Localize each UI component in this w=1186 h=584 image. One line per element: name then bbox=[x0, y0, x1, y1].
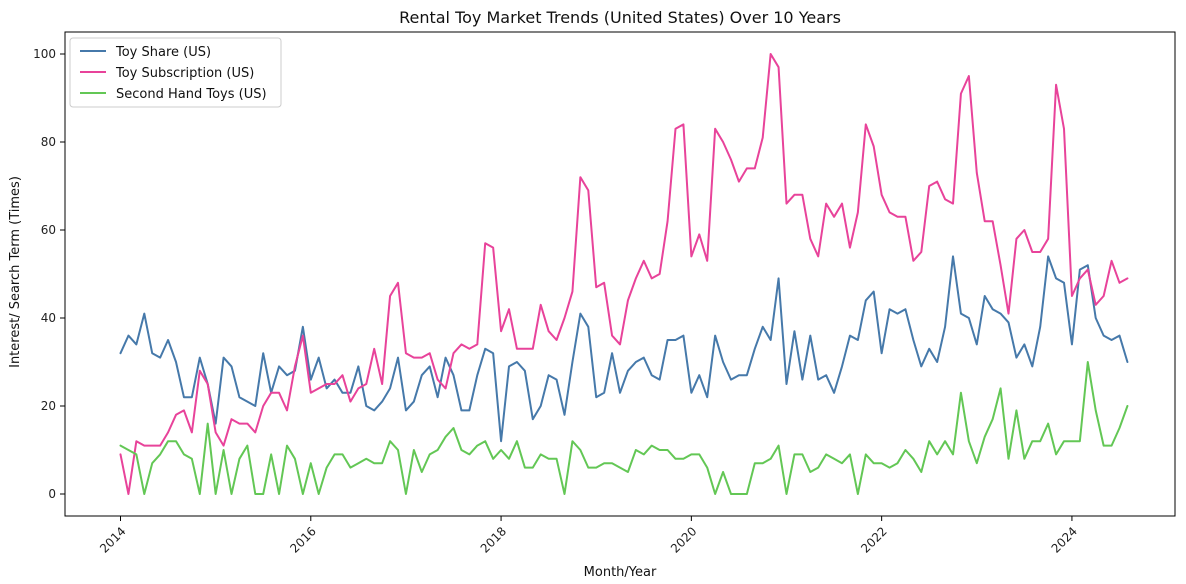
legend: Toy Share (US) Toy Subscription (US) Secon… bbox=[69, 37, 282, 108]
plot-area-frame bbox=[64, 31, 1176, 517]
x-axis-ticks: 2014 2016 2018 2020 2022 2024 bbox=[97, 516, 1080, 556]
x-tick-label: 2016 bbox=[287, 524, 318, 555]
series-line-2 bbox=[119, 53, 1129, 495]
legend-box bbox=[69, 37, 282, 108]
y-tick-label: 100 bbox=[33, 47, 56, 61]
series-lines bbox=[119, 53, 1129, 495]
series-line-1 bbox=[119, 255, 1129, 443]
y-tick-label: 0 bbox=[48, 487, 56, 501]
x-tick-label: 2018 bbox=[478, 524, 509, 555]
legend-label: Toy Share (US) bbox=[115, 45, 211, 60]
x-tick-label: 2020 bbox=[668, 524, 699, 555]
chart-title: Rental Toy Market Trends (United States)… bbox=[399, 8, 841, 27]
x-tick-label: 2014 bbox=[97, 524, 128, 555]
y-tick-label: 40 bbox=[41, 311, 56, 325]
y-axis-label: Interest/ Search Term (Times) bbox=[8, 176, 23, 368]
series-line-3 bbox=[119, 361, 1129, 495]
y-tick-label: 20 bbox=[41, 399, 56, 413]
y-axis-ticks: 0 20 40 60 80 100 bbox=[33, 47, 65, 501]
x-tick-label: 2024 bbox=[1049, 524, 1080, 555]
y-tick-label: 60 bbox=[41, 223, 56, 237]
x-axis-label: Month/Year bbox=[584, 565, 657, 580]
x-tick-label: 2022 bbox=[858, 524, 889, 555]
y-tick-label: 80 bbox=[41, 135, 56, 149]
legend-label: Second Hand Toys (US) bbox=[116, 87, 267, 102]
legend-label: Toy Subscription (US) bbox=[115, 66, 254, 81]
